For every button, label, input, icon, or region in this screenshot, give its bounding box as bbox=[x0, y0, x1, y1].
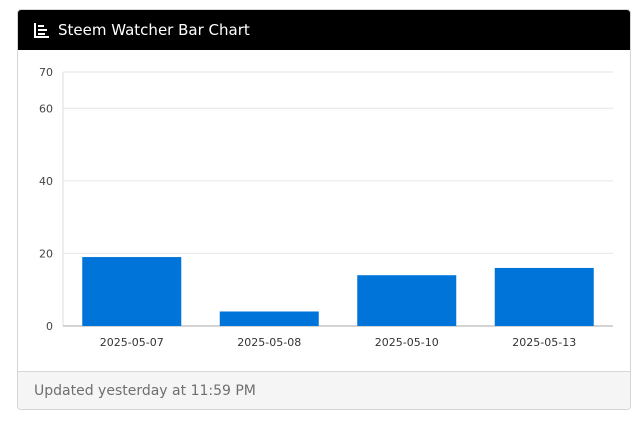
y-tick-label: 40 bbox=[39, 175, 53, 188]
bar bbox=[357, 275, 457, 326]
y-tick-label: 20 bbox=[39, 247, 53, 260]
bar bbox=[219, 311, 319, 326]
card-header: Steem Watcher Bar Chart bbox=[18, 10, 630, 50]
bar-chart: 0 20 40 60 70 2025-05-07 2025-05-08 2025-05-10 2… bbox=[39, 66, 613, 349]
y-tick-label: 0 bbox=[46, 320, 53, 333]
y-tick-label: 60 bbox=[39, 102, 53, 115]
chart-card: Steem Watcher Bar Chart 0 20 40 60 70 2025-05… bbox=[17, 9, 631, 410]
card-footer: Updated yesterday at 11:59 PM bbox=[18, 371, 630, 409]
x-tick-label: 2025-05-13 bbox=[512, 336, 576, 349]
bar bbox=[82, 257, 182, 326]
x-tick-label: 2025-05-10 bbox=[375, 336, 439, 349]
y-tick-label: 70 bbox=[39, 66, 53, 79]
updated-timestamp: Updated yesterday at 11:59 PM bbox=[34, 382, 256, 399]
x-tick-label: 2025-05-08 bbox=[237, 336, 301, 349]
bar bbox=[494, 267, 594, 326]
x-tick-label: 2025-05-07 bbox=[100, 336, 164, 349]
bar-chart-icon bbox=[34, 22, 49, 38]
card-title: Steem Watcher Bar Chart bbox=[58, 20, 250, 39]
card-body: 0 20 40 60 70 2025-05-07 2025-05-08 2025-05-10 2… bbox=[18, 50, 630, 373]
